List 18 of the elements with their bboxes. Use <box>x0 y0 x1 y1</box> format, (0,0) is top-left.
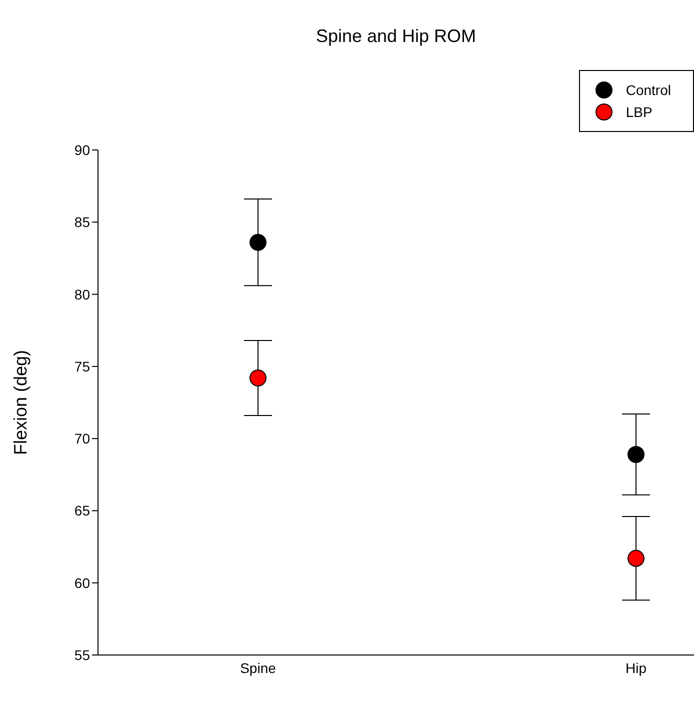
y-tick-label: 80 <box>74 286 90 302</box>
y-axis-title: Flexion (deg) <box>10 350 30 456</box>
point <box>250 369 266 386</box>
y-tick-label: 90 <box>74 142 90 158</box>
x-tick-label: Hip <box>625 660 647 676</box>
point <box>628 550 644 567</box>
y-tick-label: 55 <box>74 646 90 663</box>
chart-title: Spine and Hip ROM <box>314 26 478 47</box>
point <box>628 446 644 463</box>
legend-label: LBP <box>626 104 652 120</box>
point <box>250 234 266 251</box>
x-tick-label: Spine <box>240 660 276 676</box>
y-tick-label: 85 <box>74 214 90 230</box>
y-tick-label: 65 <box>74 502 90 519</box>
legend-label: Control <box>626 82 671 98</box>
y-tick-label: 60 <box>74 574 90 591</box>
y-tick-label: 75 <box>74 358 90 374</box>
y-tick-label: 70 <box>74 430 90 447</box>
